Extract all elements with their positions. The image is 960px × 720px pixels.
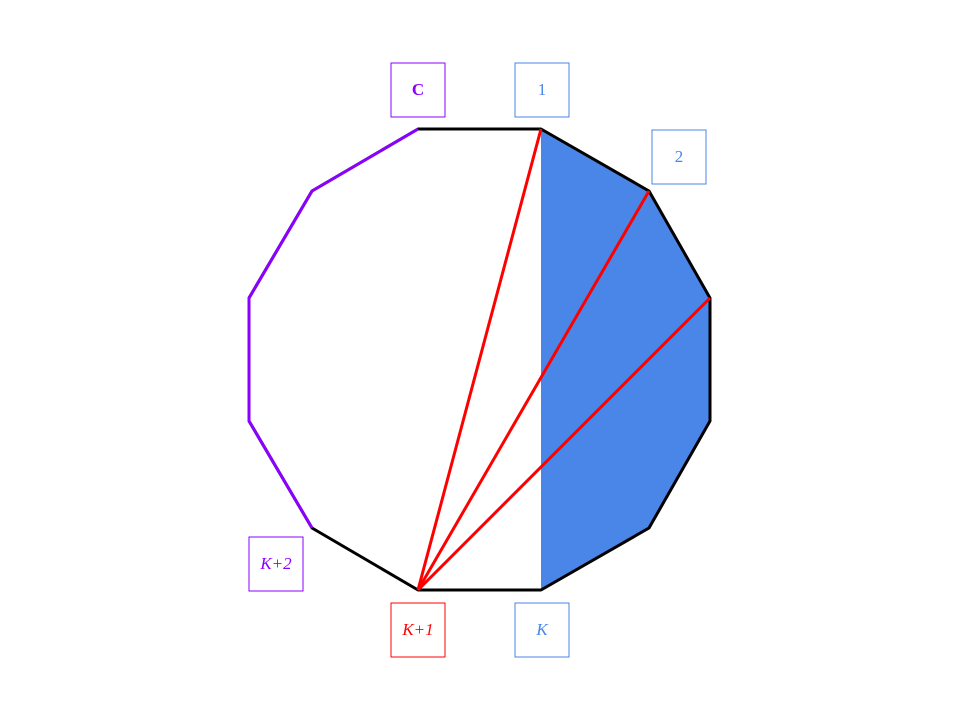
- label-vertex-k-plus-2: K+2: [248, 536, 304, 592]
- label-c-text: C: [412, 80, 424, 99]
- label-vertex-k-plus-2-text: K+2: [259, 554, 292, 573]
- diagonal-k1-to-v3: [416, 296, 712, 592]
- diagonal-k1-to-v2: [416, 190, 651, 591]
- label-vertex-2: 2: [651, 129, 707, 185]
- shaded-region: [541, 129, 710, 590]
- label-vertex-k-text: K: [535, 620, 549, 639]
- label-vertex-1: 1: [514, 62, 570, 118]
- label-vertex-1-text: 1: [538, 80, 547, 99]
- highlighted-edge-path: [247, 127, 419, 529]
- label-vertex-k: K: [514, 602, 570, 658]
- label-c: C: [390, 62, 446, 118]
- label-vertex-k-plus-1-text: K+1: [401, 620, 433, 639]
- diagonal-k1-to-v1: [416, 128, 543, 591]
- label-vertex-k-plus-1: K+1: [390, 602, 446, 658]
- label-vertex-2-text: 2: [675, 147, 684, 166]
